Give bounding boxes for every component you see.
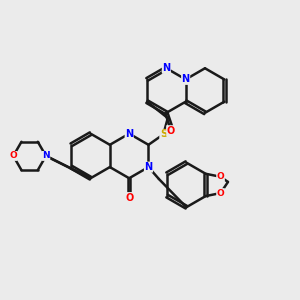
Text: N: N — [162, 63, 170, 73]
Text: N: N — [144, 162, 152, 172]
Text: S: S — [160, 129, 167, 140]
Text: N: N — [125, 129, 133, 139]
Text: O: O — [167, 126, 175, 136]
Text: N: N — [182, 74, 190, 84]
Text: O: O — [125, 193, 133, 202]
Text: O: O — [217, 189, 224, 198]
Text: O: O — [217, 172, 224, 181]
Text: O: O — [9, 152, 17, 160]
Text: N: N — [42, 152, 50, 160]
